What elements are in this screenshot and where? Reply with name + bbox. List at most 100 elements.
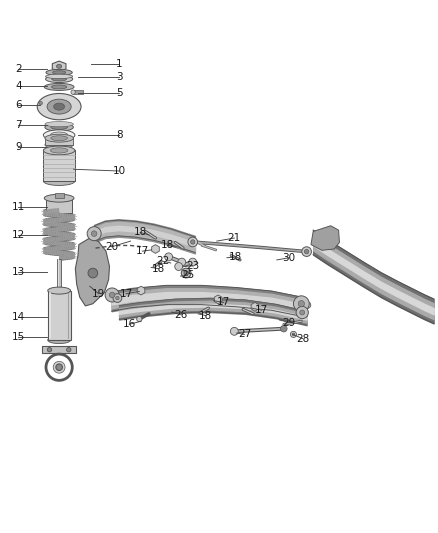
Text: 17: 17	[120, 289, 133, 298]
Text: 2: 2	[15, 63, 22, 74]
Ellipse shape	[53, 71, 66, 74]
Ellipse shape	[296, 306, 308, 319]
Text: 18: 18	[134, 228, 147, 237]
Ellipse shape	[290, 332, 297, 337]
Ellipse shape	[105, 288, 119, 302]
Text: 11: 11	[12, 203, 25, 212]
Ellipse shape	[188, 237, 198, 247]
Ellipse shape	[50, 148, 68, 153]
Ellipse shape	[51, 125, 67, 130]
Ellipse shape	[87, 227, 101, 241]
Ellipse shape	[52, 77, 67, 81]
Text: 12: 12	[12, 230, 25, 240]
Ellipse shape	[39, 101, 42, 105]
Ellipse shape	[46, 74, 73, 78]
Ellipse shape	[45, 141, 74, 149]
Bar	[54, 350, 64, 354]
Polygon shape	[75, 238, 110, 306]
Ellipse shape	[43, 146, 75, 155]
Ellipse shape	[46, 69, 72, 76]
Text: 21: 21	[228, 233, 241, 243]
Ellipse shape	[45, 122, 74, 127]
Text: 1: 1	[116, 59, 123, 69]
Text: 14: 14	[12, 312, 25, 322]
Text: 18: 18	[199, 311, 212, 320]
Text: 15: 15	[12, 333, 25, 343]
Ellipse shape	[300, 310, 305, 315]
Text: 28: 28	[297, 334, 310, 344]
Ellipse shape	[304, 249, 309, 254]
Ellipse shape	[37, 93, 81, 120]
Ellipse shape	[304, 302, 311, 308]
Ellipse shape	[292, 333, 295, 336]
Ellipse shape	[230, 327, 238, 335]
Ellipse shape	[67, 348, 71, 352]
Text: 5: 5	[116, 88, 123, 98]
Ellipse shape	[48, 287, 71, 294]
Ellipse shape	[116, 296, 119, 300]
Ellipse shape	[165, 253, 173, 261]
Ellipse shape	[57, 64, 62, 68]
Ellipse shape	[43, 177, 75, 185]
Polygon shape	[152, 245, 159, 253]
Bar	[43, 150, 75, 181]
Bar	[55, 193, 64, 198]
Ellipse shape	[293, 296, 309, 312]
Ellipse shape	[45, 134, 74, 142]
Bar	[45, 138, 73, 145]
Ellipse shape	[88, 268, 98, 278]
Ellipse shape	[51, 136, 67, 141]
Ellipse shape	[181, 268, 191, 278]
Polygon shape	[251, 302, 259, 311]
Ellipse shape	[52, 85, 67, 89]
Text: 22: 22	[156, 256, 170, 266]
Text: 9: 9	[15, 142, 22, 152]
Text: 18: 18	[152, 264, 165, 273]
Ellipse shape	[44, 84, 74, 91]
Text: 16: 16	[123, 319, 136, 329]
Ellipse shape	[175, 263, 183, 270]
Ellipse shape	[56, 364, 62, 370]
Ellipse shape	[47, 99, 71, 114]
Text: 26: 26	[174, 310, 187, 320]
Ellipse shape	[44, 194, 74, 202]
Text: 18: 18	[161, 240, 174, 251]
Ellipse shape	[71, 90, 75, 94]
Ellipse shape	[302, 247, 311, 256]
Bar	[57, 259, 61, 289]
Text: 29: 29	[283, 318, 296, 328]
Polygon shape	[214, 295, 222, 304]
Text: 17: 17	[217, 297, 230, 308]
Text: 30: 30	[283, 253, 296, 263]
Ellipse shape	[45, 123, 74, 131]
Text: 13: 13	[12, 266, 25, 277]
Ellipse shape	[191, 240, 195, 244]
Ellipse shape	[184, 271, 188, 275]
Text: 27: 27	[238, 329, 251, 340]
Ellipse shape	[50, 132, 68, 138]
Text: 20: 20	[105, 242, 118, 252]
Text: 4: 4	[15, 80, 22, 91]
Ellipse shape	[110, 292, 115, 298]
Ellipse shape	[43, 130, 75, 140]
Text: 7: 7	[15, 120, 22, 131]
Text: 3: 3	[116, 72, 123, 82]
Ellipse shape	[92, 231, 97, 237]
Polygon shape	[299, 300, 307, 308]
Text: 6: 6	[15, 100, 22, 110]
Bar	[46, 198, 72, 213]
Ellipse shape	[113, 294, 122, 302]
Text: 25: 25	[181, 270, 194, 280]
Polygon shape	[52, 61, 66, 71]
Bar	[73, 90, 83, 94]
Text: 19: 19	[92, 289, 105, 298]
Ellipse shape	[178, 258, 186, 266]
Bar	[48, 290, 71, 340]
Text: 17: 17	[136, 246, 149, 256]
Polygon shape	[311, 226, 339, 251]
Text: 8: 8	[116, 130, 123, 140]
Ellipse shape	[298, 301, 304, 307]
Ellipse shape	[53, 103, 65, 110]
Text: 23: 23	[186, 261, 199, 271]
Bar	[42, 346, 76, 353]
